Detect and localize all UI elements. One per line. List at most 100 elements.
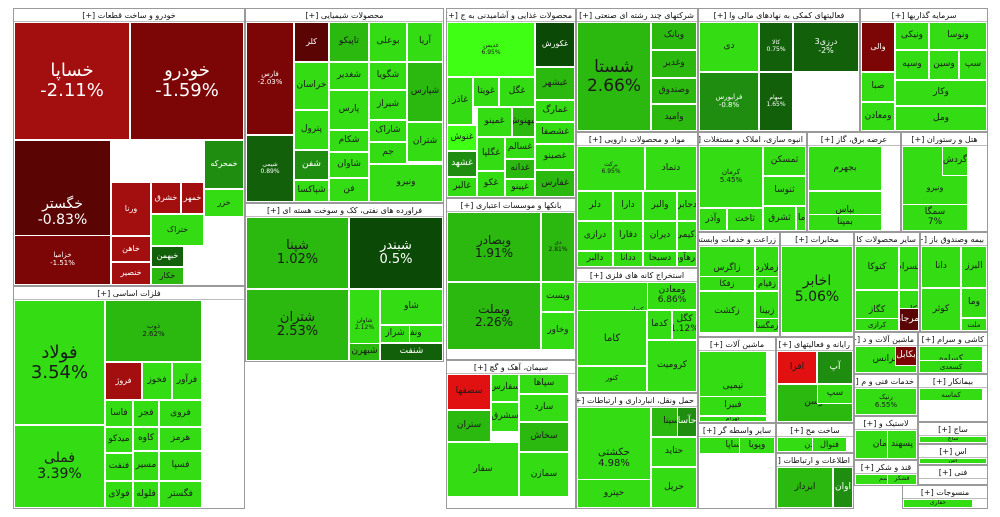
stock-tile[interactable]: دانا (921, 246, 961, 288)
sector-header[interactable]: بیمانکار [+] (919, 375, 987, 388)
stock-tile[interactable]: کهرام (699, 416, 767, 422)
stock-tile[interactable]: البرز (961, 246, 987, 288)
stock-tile[interactable]: خشرق (151, 182, 181, 214)
stock-tile[interactable]: غکورش (535, 22, 575, 67)
stock-tile[interactable]: دجابر (677, 191, 697, 221)
stock-tile[interactable]: کدما (647, 310, 672, 340)
stock-tile[interactable]: حآسا (677, 407, 697, 437)
stock-tile[interactable]: غگل (499, 77, 535, 107)
stock-tile[interactable]: سمگا 7% (902, 204, 968, 231)
sector-header[interactable]: انبوه سازی، املاک و مستغلات [+] (699, 133, 806, 146)
stock-tile[interactable]: ونوسا (929, 22, 987, 50)
stock-tile[interactable]: فارس -2.03% (246, 22, 294, 135)
stock-tile[interactable]: وسپه (895, 50, 929, 80)
stock-tile[interactable]: شتران 2.53% (246, 289, 349, 361)
stock-tile[interactable]: دیران (643, 221, 677, 251)
stock-tile[interactable]: پترول (294, 110, 329, 150)
stock-tile[interactable]: ثنوسا (763, 176, 806, 206)
stock-tile[interactable]: دارا (613, 191, 643, 221)
stock-tile[interactable]: حپترو (577, 479, 651, 508)
stock-tile[interactable]: کاما (577, 310, 647, 366)
sector-header[interactable]: ساخت مح [+] (777, 424, 853, 437)
stock-tile[interactable]: وسین (929, 50, 959, 80)
stock-tile[interactable]: اس (919, 458, 987, 464)
stock-tile[interactable]: کسرام (899, 246, 919, 290)
stock-tile[interactable]: ورنا (111, 182, 151, 236)
stock-tile[interactable]: شیمی 0.89% (246, 135, 294, 202)
sector-header[interactable]: بیمه وصندوق باز [+] (921, 233, 987, 246)
sector-header[interactable]: ساج [+] (919, 423, 987, 436)
stock-tile[interactable]: خزامیا -1.51% (14, 235, 111, 285)
stock-tile[interactable]: غشهد (447, 151, 477, 177)
stock-tile[interactable]: کلر (294, 22, 329, 62)
stock-tile[interactable]: وبملت 2.26% (447, 282, 541, 350)
stock-tile[interactable]: کسعدی (919, 360, 983, 373)
stock-tile[interactable]: فروی (159, 400, 202, 427)
stock-tile[interactable]: غدانه (505, 159, 535, 179)
stock-tile[interactable]: بوعلی (369, 22, 407, 62)
stock-tile[interactable]: سارد (519, 394, 569, 422)
stock-tile[interactable]: خکار (151, 267, 184, 285)
stock-tile[interactable]: ستران (447, 410, 491, 442)
stock-tile[interactable]: شپاکسا (294, 180, 329, 202)
stock-tile[interactable]: فنوال (812, 437, 847, 452)
stock-tile[interactable]: رنیک 6.55% (855, 388, 917, 415)
stock-tile[interactable]: خزر (204, 189, 244, 217)
sector-header[interactable]: ماشین آلات [+] (699, 338, 775, 351)
stock-tile[interactable]: فولای (105, 481, 133, 508)
stock-tile[interactable]: شیراز (369, 90, 407, 120)
sector-header[interactable]: سایر محصولات کا [+] (855, 233, 919, 246)
stock-tile[interactable]: کوثر (921, 288, 961, 331)
stock-tile[interactable]: ومل (895, 106, 987, 131)
stock-tile[interactable]: حفاری (903, 499, 973, 508)
stock-tile[interactable]: هرمز (159, 427, 202, 451)
stock-tile[interactable]: وامید (651, 104, 697, 131)
stock-tile[interactable]: سهام 1.65% (759, 72, 793, 131)
stock-tile[interactable]: زمگسا (755, 318, 779, 333)
sector-header[interactable]: مواد و محصولات دارویی [+] (577, 133, 697, 146)
stock-tile[interactable]: کرومیت (647, 340, 697, 392)
stock-tile[interactable]: فاسا (105, 400, 133, 427)
stock-tile[interactable]: سشرق (491, 402, 519, 432)
sector-header[interactable]: فلزات اساسی [+] (14, 287, 244, 300)
stock-tile[interactable]: شپنا 1.02% (246, 217, 349, 289)
sector-header[interactable]: ماشین آلات و د [+] (855, 333, 917, 346)
stock-tile[interactable]: غمارگ (535, 100, 575, 122)
stock-tile[interactable]: کنور (577, 366, 647, 392)
sector-header[interactable]: اس [+] (919, 445, 987, 458)
stock-tile[interactable]: شپارس (407, 62, 443, 122)
stock-tile[interactable]: کمرجان (899, 308, 919, 331)
stock-tile[interactable]: کالا 0.75% (759, 22, 793, 72)
stock-tile[interactable]: پارس (329, 90, 369, 130)
stock-tile[interactable]: وپست (541, 282, 575, 312)
stock-tile[interactable]: ثشرق (763, 206, 796, 231)
stock-tile[interactable]: زکشت (699, 291, 755, 333)
stock-tile[interactable]: فرابورس -0.8% (699, 72, 759, 131)
stock-tile[interactable]: وما (961, 288, 987, 318)
stock-tile[interactable]: ملت (961, 318, 987, 331)
sector-header[interactable]: فعالیتهای کمکی به نهادهای مالی وا [+] (699, 9, 859, 22)
stock-tile[interactable]: وآذر (699, 208, 727, 231)
stock-tile[interactable]: وکار (895, 80, 987, 106)
sector-header[interactable]: لاستیک و [+] (855, 417, 917, 430)
stock-tile[interactable]: سصفها (447, 374, 491, 410)
stock-tile[interactable]: دسبحا (643, 251, 677, 267)
stock-tile[interactable]: زفکا (699, 276, 755, 291)
stock-tile[interactable]: فملی 3.39% (14, 425, 105, 508)
sector-header[interactable]: خدمات فنی و م [+] (855, 375, 917, 388)
sector-header[interactable]: رایانه و فعالیتهای [+] (777, 338, 853, 351)
stock-tile[interactable]: غکو (477, 171, 505, 197)
sector-header[interactable]: محصولات شیمیایی [+] (246, 9, 443, 22)
sector-header[interactable]: محصولات غذایی و آشامیدنی به ج [+] (447, 9, 575, 22)
stock-tile[interactable]: غبشهر (535, 67, 575, 100)
sector-header[interactable]: مخابرات [+] (781, 233, 853, 246)
stock-tile[interactable]: تاپیکو (329, 22, 369, 62)
stock-tile[interactable]: فجر (133, 400, 159, 427)
stock-tile[interactable]: پسهند (887, 430, 917, 459)
stock-tile[interactable]: درزی3 -2% (793, 22, 859, 72)
stock-tile[interactable]: شگویا (369, 62, 407, 90)
stock-tile[interactable]: بجهرم (808, 146, 882, 191)
stock-tile[interactable]: دالبر (577, 251, 613, 267)
stock-tile[interactable]: ابرداز (777, 467, 833, 508)
stock-tile[interactable]: اوان (833, 467, 853, 508)
